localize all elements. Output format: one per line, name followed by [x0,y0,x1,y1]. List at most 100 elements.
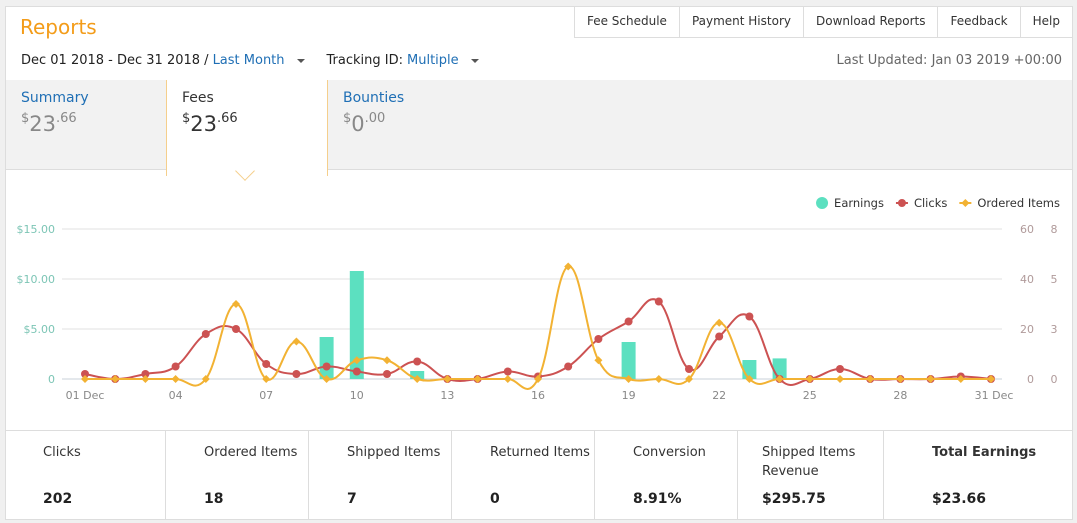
ordered-items-point [564,262,573,271]
ordered-items-point [383,356,391,365]
stat-ordered-items: Ordered Items 18 [166,431,309,520]
ordered-items-point [594,356,603,365]
x-tick: 28 [893,389,907,402]
ordered-items-point [292,337,301,346]
ordered-items-point [775,375,784,383]
earnings-bar [621,342,636,379]
help-link[interactable]: Help [1032,14,1060,28]
clicks-point [171,362,180,371]
stat-conversion: Conversion 8.91% [595,431,738,520]
earnings-bar [349,271,364,379]
stat-returned-items: Returned Items 0 [452,431,595,520]
clicks-point [624,317,633,326]
tab-summary[interactable]: Summary $23.66 [6,80,166,170]
legend-label: Ordered Items [977,196,1060,210]
chevron-down-icon[interactable] [296,58,305,63]
ordered-items-point [654,375,663,383]
clicks-point [141,370,150,378]
clicks-point [262,360,271,368]
ordered-items-point [81,375,89,383]
clicks-point [654,297,663,306]
tab-label: Bounties [343,90,405,106]
legend-clicks-icon [897,199,906,207]
clicks-point [836,365,844,373]
tab-label: Summary [21,90,89,106]
x-tick: 04 [169,389,183,402]
stat-clicks: Clicks 202 [5,431,166,520]
stat-total-earnings: Total Earnings $23.66 [932,445,1037,507]
y-left-tick: $5.00 [24,323,56,336]
ordered-items-point [926,375,935,383]
x-tick: 22 [712,389,726,402]
legend-ordered-items-icon [961,199,970,207]
ordered-items-point [171,375,180,383]
ordered-items-point [322,375,331,383]
ordered-items-point [805,375,814,383]
x-tick: 07 [259,389,273,402]
stat-shipped-items: Shipped Items 7 [309,431,452,520]
y-left-tick: $10.00 [17,273,56,286]
ordered-items-point [956,375,965,383]
stats-row: Clicks 202 Ordered Items 18 Shipped Items 7… [5,430,1073,520]
tab-amount: $0.00 [343,111,386,136]
legend-earnings-icon [816,197,829,209]
ordered-items-point [413,375,422,383]
y-right2-tick: 5 [1051,273,1058,286]
x-tick: 01 Dec [66,389,105,402]
ordered-items-line [85,265,991,390]
y-right2-tick: 8 [1051,223,1058,236]
x-tick: 25 [803,389,817,402]
download-reports-link[interactable]: Download Reports [804,7,939,37]
clicks-point [715,332,724,341]
ordered-items-point [201,375,210,383]
fee-schedule-link[interactable]: Fee Schedule [575,7,680,37]
clicks-point [292,370,301,378]
ordered-items-point [503,375,512,383]
chevron-down-icon[interactable] [470,58,479,63]
ordered-items-point [352,356,361,365]
y-right2-tick: 3 [1051,323,1058,336]
legend-label: Earnings [834,196,884,210]
ordered-items-point [987,375,995,383]
tab-label: Fees [182,90,214,106]
tracking-label: Tracking ID: [326,53,404,68]
y-left-tick: 0 [48,373,55,386]
clicks-point [594,335,603,343]
ordered-items-point [715,318,724,327]
clicks-point [201,330,210,338]
filters: Dec 01 2018 - Dec 31 2018 / Last Month T… [21,53,497,68]
ordered-items-point [443,375,452,383]
x-tick: 19 [622,389,636,402]
date-range: Dec 01 2018 - Dec 31 2018 / [21,53,209,68]
ordered-items-point [111,375,120,383]
x-tick: 16 [531,389,545,402]
ordered-items-point [685,375,693,383]
tab-bounties[interactable]: Bounties $0.00 [328,80,488,170]
period-dropdown[interactable]: Last Month [212,53,285,68]
clicks-point [322,362,331,371]
page-title: Reports [20,15,97,39]
legend-label: Clicks [914,196,947,210]
last-updated: Last Updated: Jan 03 2019 +00:00 [836,53,1062,68]
clicks-point [503,367,512,376]
clicks-point [413,357,422,366]
y-left-tick: $15.00 [17,223,56,236]
ordered-items-point [262,375,271,383]
y-right-tick: 40 [1020,273,1034,286]
clicks-point [685,365,693,373]
y-right-tick: 60 [1020,223,1034,236]
clicks-point [383,370,391,378]
ordered-items-point [836,375,844,383]
feedback-link[interactable]: Feedback [938,7,1021,37]
top-nav: Fee Schedule Payment History Download Re… [573,7,1072,38]
y-right-tick: 0 [1027,373,1034,386]
y-right2-tick: 0 [1051,373,1058,386]
y-right-tick: 20 [1020,323,1034,336]
tab-fees[interactable]: Fees $23.66 [166,80,328,176]
stat-shipped-revenue: Shipped Items Revenue $295.75 [738,431,884,520]
tracking-dropdown[interactable]: Multiple [407,53,459,68]
tab-amount: $23.66 [182,111,238,136]
clicks-point [81,370,89,378]
earnings-bar [319,337,334,379]
payment-history-link[interactable]: Payment History [680,7,804,37]
